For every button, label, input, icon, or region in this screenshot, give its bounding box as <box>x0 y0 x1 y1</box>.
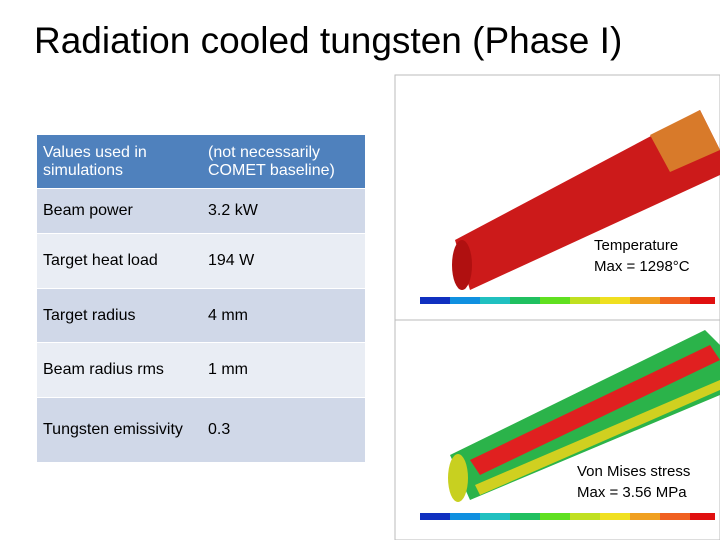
table-row: Beam power 3.2 kW <box>37 189 365 234</box>
table-cell: Beam power <box>43 202 133 219</box>
table-cell: Target radius <box>43 306 136 324</box>
table-cell: 0.3 <box>208 421 231 438</box>
colorbar-top <box>420 297 715 304</box>
table-cell: 1 mm <box>208 361 248 378</box>
header-cell: Values used in simulations <box>43 143 147 179</box>
parameter-table: Values used in simulations (not necessari… <box>37 135 365 463</box>
label-line: Von Mises stress <box>577 463 691 480</box>
header-cell: (not necessarily COMET baseline) <box>208 143 335 179</box>
label-line: Max = 1298°C <box>594 258 690 275</box>
rod-end <box>448 454 468 502</box>
rod-end <box>452 240 472 290</box>
table-cell: Beam radius rms <box>43 361 164 378</box>
table-cell: Target heat load <box>43 252 158 269</box>
header-row: Values used in simulations (not necessari… <box>37 135 365 189</box>
table-cell: 3.2 kW <box>208 202 258 219</box>
label-line: Max = 3.56 MPa <box>577 484 687 501</box>
rod-stress-band <box>470 345 720 475</box>
table-cell: 4 mm <box>208 306 248 324</box>
table-row: Target radius 4 mm <box>37 289 365 343</box>
table-row: Beam radius rms 1 mm <box>37 343 365 398</box>
table-cell: 194 W <box>208 252 255 269</box>
table-row: Target heat load 194 W <box>37 234 365 289</box>
rod-tip <box>650 110 720 172</box>
table-row: Tungsten emissivity 0.3 <box>37 398 365 463</box>
rod-temperature <box>455 110 720 290</box>
slide-title: Radiation cooled tungsten (Phase I) <box>34 20 623 61</box>
stress-label: Von Mises stress Max = 3.56 MPa <box>577 461 691 503</box>
table-cell: Tungsten emissivity <box>43 421 183 438</box>
colorbar-bottom <box>420 513 715 520</box>
temperature-label: Temperature Max = 1298°C <box>594 235 690 277</box>
rod-stress-band <box>475 380 720 495</box>
label-line: Temperature <box>594 237 679 254</box>
